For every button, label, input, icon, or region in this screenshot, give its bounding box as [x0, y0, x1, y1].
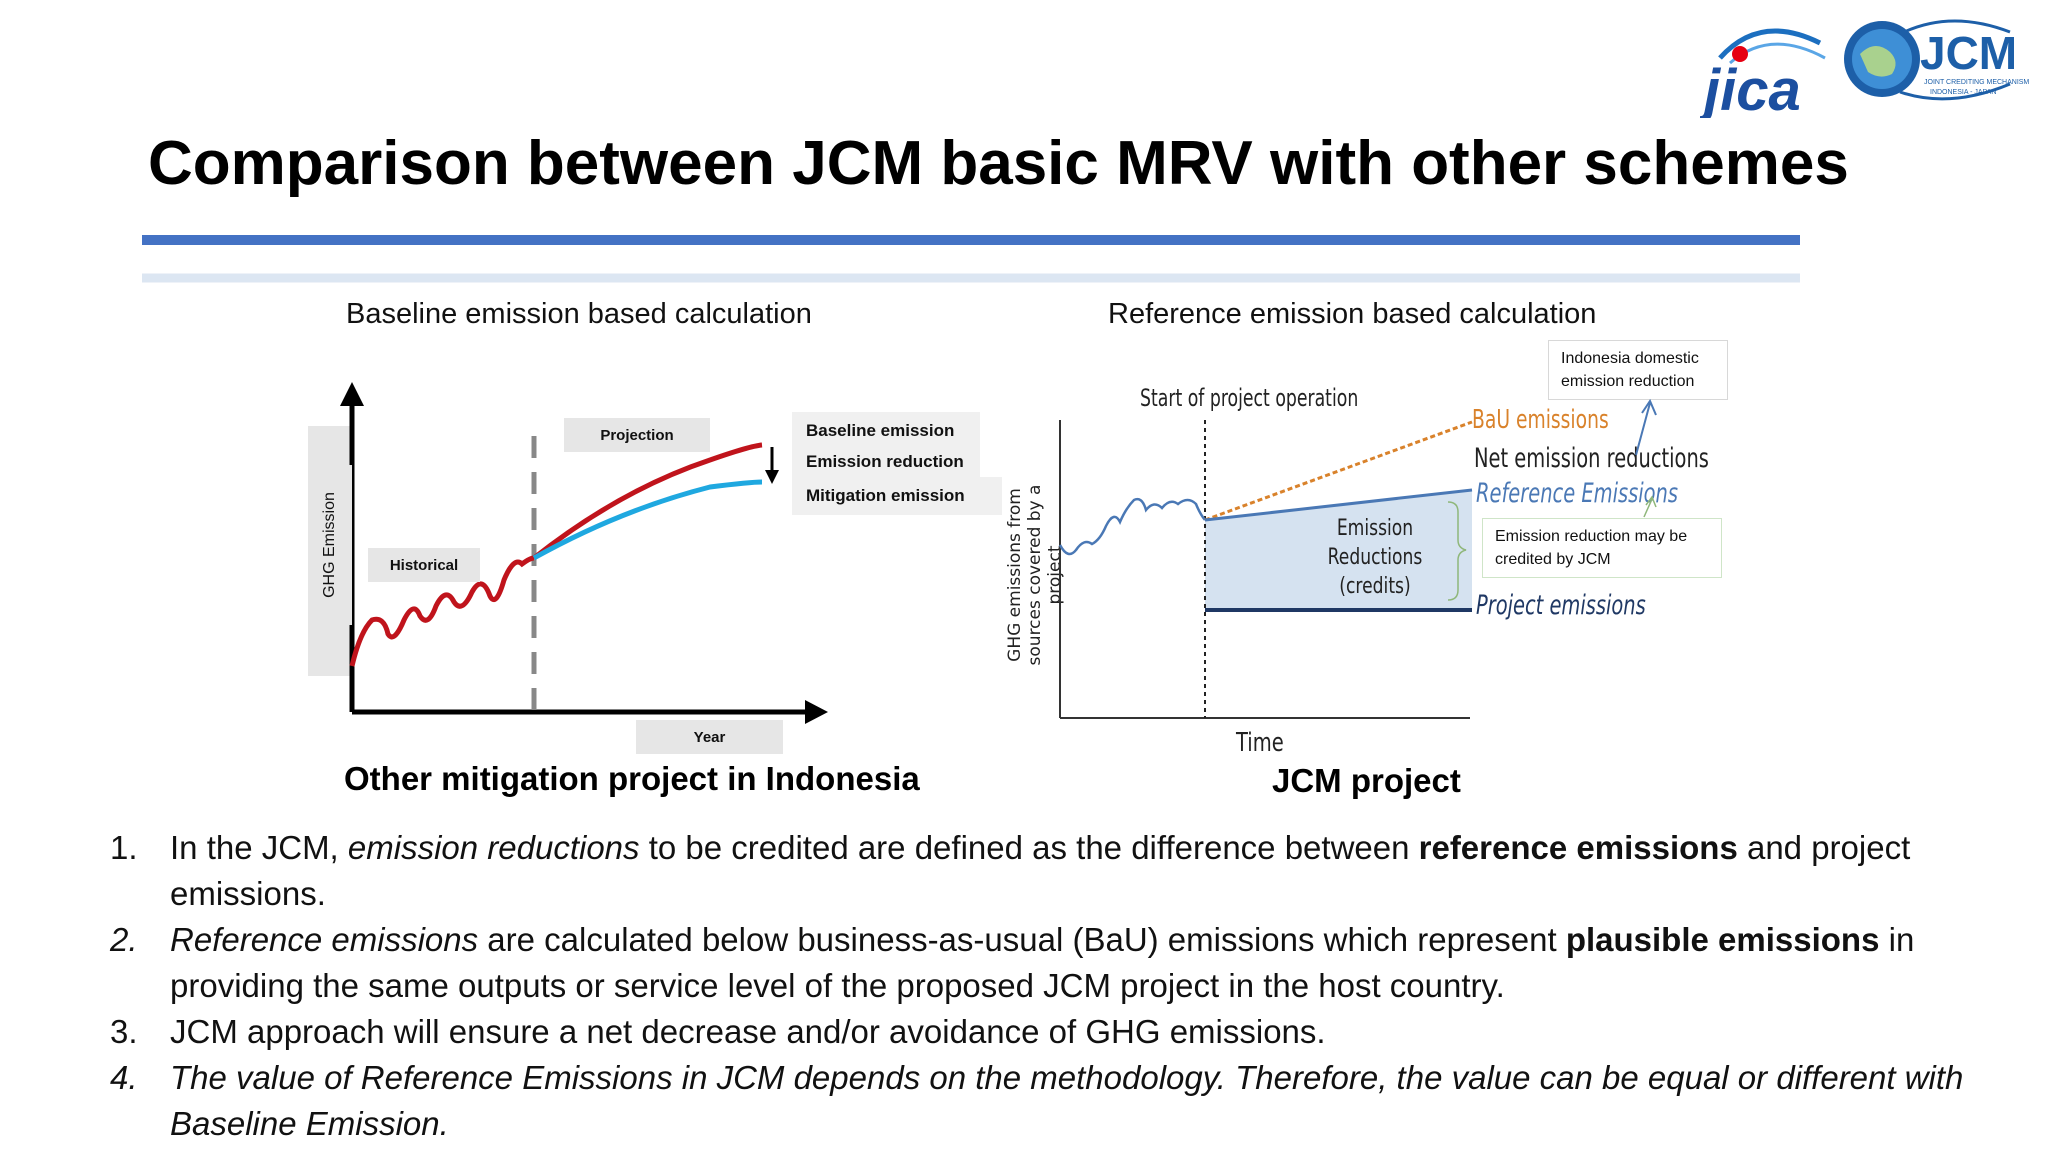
point-text-segment: emission reductions — [347, 829, 640, 866]
legend-mitigation-emission: Mitigation emission — [792, 477, 1002, 515]
left-diagram-caption: Baseline emission based calculation — [346, 298, 812, 330]
point-text-segment: plausible emissions — [1565, 921, 1880, 958]
jcm-logo-subtext-1: JOINT CREDITING MECHANISM — [1924, 79, 2029, 86]
point-text-segment: reference emissions — [1418, 829, 1738, 866]
jcm-logo-text: JCM — [1920, 27, 2017, 79]
point-text-segment: are calculated below business-as-usual (… — [478, 921, 1566, 958]
emission-reductions-line-2: Reductions — [1327, 545, 1423, 570]
jica-logo: jica — [1697, 18, 1830, 123]
right-diagram-caption: Reference emission based calculation — [1108, 298, 1597, 330]
title-divider-arrow — [142, 235, 1800, 283]
legend-baseline-emission: Baseline emission — [792, 412, 980, 450]
point-text-segment: The value of Reference Emissions in JCM … — [170, 1059, 1964, 1142]
point-text: JCM approach will ensure a net decrease … — [170, 1009, 2010, 1055]
start-operation-label: Start of project operation — [1140, 384, 1359, 412]
left-x-axis-label: Year — [636, 720, 783, 754]
point-number: 2. — [110, 921, 138, 958]
bau-emissions-label: BaU emissions — [1472, 405, 1609, 435]
point-item: 4. The value of Reference Emissions in JC… — [110, 1055, 2010, 1147]
slide-title: Comparison between JCM basic MRV with ot… — [148, 129, 1849, 198]
historical-label: Historical — [368, 548, 480, 582]
point-text-segment: Reference emissions — [170, 921, 479, 958]
point-text-segment: in providing the same outputs or service… — [170, 921, 1915, 1004]
right-bottom-caption: JCM project — [1272, 762, 1461, 799]
projection-label: Projection — [564, 418, 710, 452]
jcm-logo-subtext-2: INDONESIA - JAPAN — [1930, 89, 1996, 96]
jica-logo-text: jica — [1700, 58, 1801, 118]
legend-emission-reduction: Emission reduction — [792, 445, 980, 479]
right-y-axis-line-1: GHG emissions from — [1005, 488, 1025, 662]
point-item: 3. JCM approach will ensure a net decreas… — [110, 1009, 2010, 1055]
project-emissions-label: Project emissions — [1476, 590, 1646, 621]
jcm-logo: JCM JOINT CREDITING MECHANISM INDONESIA … — [1840, 14, 2040, 104]
point-text-segment: JCM approach will ensure a net decrease … — [170, 1013, 1326, 1050]
note-credited-reduction: Emission reduction may be credited by JC… — [1482, 518, 1722, 578]
point-text: Reference emissions are calculated below… — [170, 917, 2010, 1009]
point-text: The value of Reference Emissions in JCM … — [170, 1055, 2010, 1147]
emission-reductions-line-3: (credits) — [1339, 574, 1411, 599]
emission-reductions-line-1: Emission — [1336, 516, 1414, 541]
point-text: In the JCM, emission reductions to be cr… — [170, 825, 2010, 917]
emission-reductions-credits-label: Emission Reductions (credits) — [1317, 514, 1434, 601]
left-bottom-caption: Other mitigation project in Indonesia — [344, 760, 920, 797]
annotation-arrows — [1635, 398, 1657, 518]
point-item: 2. Reference emissions are calculated bel… — [110, 917, 2010, 1009]
point-number: 1. — [110, 829, 138, 866]
left-y-axis-label: GHG Emission — [308, 465, 352, 625]
point-number: 4. — [110, 1059, 138, 1096]
point-text-segment: and project emissions. — [170, 829, 1911, 912]
reference-emissions-label: Reference Emissions — [1476, 478, 1678, 509]
right-x-axis-label: Time — [1236, 728, 1284, 758]
points-list: 1. In the JCM, emission reductions to be … — [110, 825, 2010, 1147]
note-domestic-reduction: Indonesia domestic emission reduction — [1548, 340, 1728, 400]
point-item: 1. In the JCM, emission reductions to be … — [110, 825, 2010, 917]
net-emission-reductions-label: Net emission reductions — [1474, 443, 1709, 474]
point-text-segment: In the JCM, — [170, 829, 348, 866]
point-number: 3. — [110, 1013, 138, 1050]
point-text-segment: to be credited are defined as the differ… — [639, 829, 1419, 866]
left-y-axis-label-text: GHG Emission — [321, 492, 339, 598]
right-diagram — [1040, 400, 1520, 730]
